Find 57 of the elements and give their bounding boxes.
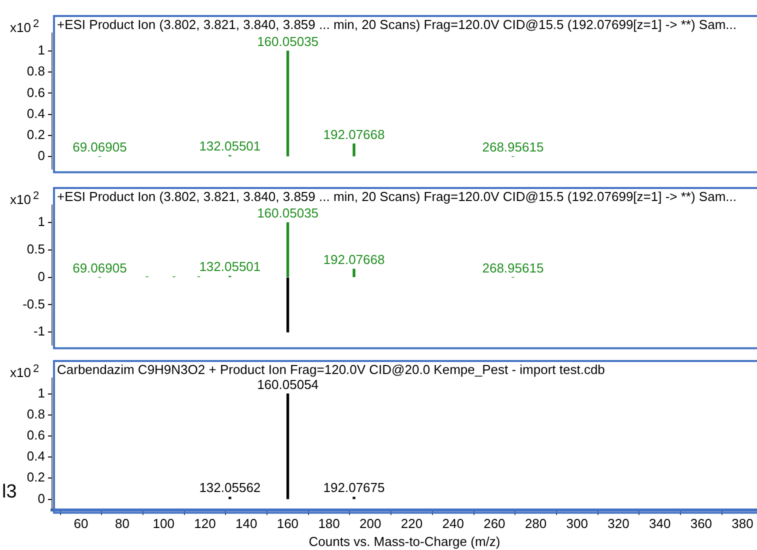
x-tick-label: 60 [74,516,88,532]
annotation: 268.95615 [482,140,544,155]
annotation: 69.06905 [72,140,127,155]
x-tick-label: 380 [732,516,754,532]
text: l3 [2,481,17,502]
x-tick-label: 220 [400,516,423,532]
chart-title: +ESI Product Ion (3.802, 3.821, 3.840, 3.859 ... min, 20 Scans) Frag=120.0V CID@15.5 (192.07699[z=1] -> **) Sam... [57,17,736,32]
annotation: 160.05054 [257,376,319,392]
y-tick-label: 0 [38,148,45,164]
y-tick-label: 1 [38,385,45,400]
chart-title: +ESI Product Ion (3.802, 3.821, 3.840, 3.859 ... min, 20 Scans) Frag=120.0V CID@15.5 (192.07699[z=1] -> **) Sam... [57,189,736,204]
bar [286,50,290,156]
x-axis-title: Counts vs. Mass-to-Charge (m/z) [308,534,500,549]
y-tick-label: 0 [38,268,45,284]
y-tick-label: 0.6 [26,84,45,100]
y-tick-label: 1 [38,42,45,58]
x-tick-label: 300 [566,516,588,532]
annotation: 192.07668 [323,126,385,142]
x-tick-label: 280 [524,516,547,532]
x-tick-label: 200 [360,516,382,532]
annotation: 160.05035 [257,206,319,221]
y-tick-label: -0.5 [22,296,45,312]
annotation: 132.05501 [199,138,261,154]
x-tick-label: 260 [484,516,506,532]
annotation: 192.07668 [323,252,385,268]
x-tick-label: 240 [442,516,464,532]
annotation: 69.06905 [72,260,127,276]
x-tick-label: 80 [115,516,130,532]
x-tick-label: 360 [690,516,712,532]
annotation: 160.05035 [257,34,319,49]
y-tick-label: 0.2 [26,126,45,142]
bar [352,268,356,278]
x-tick-label: 180 [318,516,340,532]
x-tick-label: 160 [276,516,299,532]
x-tick-label: 340 [648,516,671,532]
annotation: 132.05562 [199,480,261,496]
y-tick-label: 0.5 [26,241,45,256]
y-tick-label: 0.8 [26,406,45,422]
y-tick-label: 0 [38,490,45,506]
annotation: 132.05501 [199,259,261,274]
y-tick-label: 0.2 [26,470,45,485]
y-tick-label: 0.4 [26,106,45,121]
y-tick-label: 0.4 [26,448,45,464]
chart-title: Carbendazim C9H9N3O2 + Product Ion Frag=120.0V CID@20.0 Kempe_Pest - import test.cdb [57,362,605,377]
y-tick-label: 0.6 [26,428,45,443]
annotation: 192.07675 [323,480,385,496]
x-tick-label: 140 [235,516,258,532]
y-tick-label: 0.8 [26,64,45,79]
y-tick-label: 1 [38,214,45,230]
x-tick-label: 320 [608,516,630,532]
x-tick-label: 120 [194,516,216,532]
bar [352,144,356,156]
y-tick-label: -1 [33,324,45,339]
annotation: 268.95615 [482,260,544,276]
x-tick-label: 100 [152,516,174,532]
bar [286,277,290,332]
bar [286,222,290,278]
